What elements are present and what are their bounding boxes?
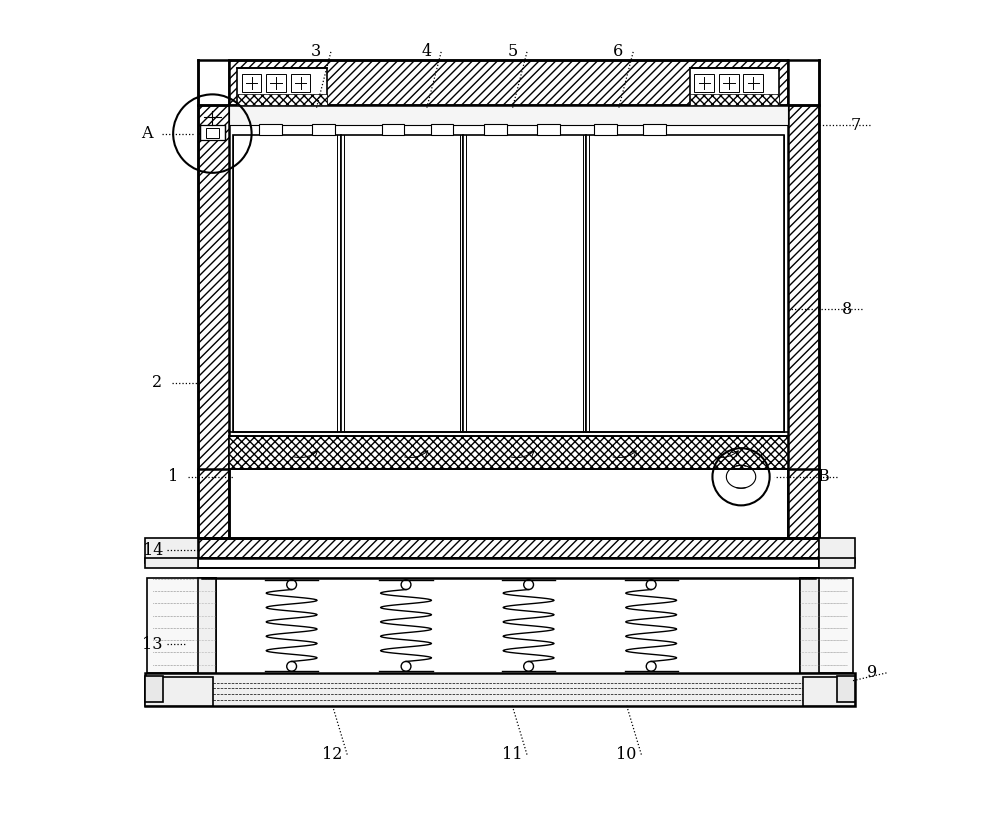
Text: 7: 7 (850, 117, 861, 134)
Bar (198, 538, 819, 558)
Bar (200, 125, 225, 140)
Bar (484, 124, 507, 135)
Bar (291, 74, 310, 92)
Bar (819, 558, 855, 568)
Bar (198, 469, 229, 538)
Bar (198, 105, 229, 538)
Bar (206, 128, 219, 138)
Bar (198, 578, 216, 673)
Bar (312, 124, 335, 135)
Bar (586, 135, 784, 432)
Bar (719, 74, 739, 92)
Text: 8: 8 (842, 301, 852, 317)
Bar (694, 74, 714, 92)
Bar (229, 436, 788, 469)
Bar (237, 68, 327, 105)
Text: 11: 11 (502, 746, 523, 763)
Text: 10: 10 (616, 746, 637, 763)
Text: B: B (817, 469, 829, 485)
Bar (800, 578, 819, 673)
Bar (266, 74, 286, 92)
Bar (382, 124, 404, 135)
Text: A: A (141, 125, 153, 142)
Bar (341, 135, 463, 432)
Bar (145, 673, 855, 706)
Bar (242, 74, 261, 92)
Bar (537, 124, 560, 135)
Bar (788, 469, 819, 538)
Bar (819, 538, 855, 563)
Bar (145, 538, 198, 563)
Bar (145, 558, 198, 568)
Bar (594, 124, 617, 135)
Text: 12: 12 (322, 746, 343, 763)
Text: 4: 4 (421, 43, 432, 61)
Bar (431, 124, 453, 135)
Text: 13: 13 (142, 636, 163, 653)
Bar (229, 60, 788, 105)
Text: 3: 3 (311, 43, 321, 61)
Bar (788, 105, 819, 538)
Bar (463, 135, 586, 432)
Text: 2: 2 (152, 374, 162, 391)
Bar (690, 68, 779, 105)
Bar (803, 677, 855, 706)
Bar (837, 676, 855, 702)
Bar (800, 578, 853, 673)
Bar (743, 74, 763, 92)
Text: 14: 14 (143, 542, 163, 558)
Bar (643, 124, 666, 135)
Bar (145, 676, 163, 702)
Bar (237, 95, 327, 105)
Bar (229, 105, 788, 125)
Bar (690, 95, 779, 105)
Text: 9: 9 (867, 665, 877, 681)
Bar (259, 124, 282, 135)
Bar (198, 558, 819, 568)
Text: 6: 6 (613, 43, 624, 61)
Bar (233, 135, 341, 432)
Text: 5: 5 (507, 43, 517, 61)
Text: 1: 1 (168, 469, 178, 485)
Bar (229, 469, 788, 538)
Bar (145, 677, 213, 706)
Bar (147, 578, 216, 673)
